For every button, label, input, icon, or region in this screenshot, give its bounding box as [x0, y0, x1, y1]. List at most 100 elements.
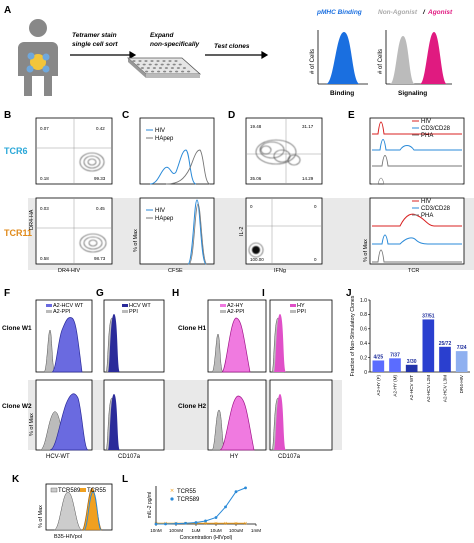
l-point-tcr589 [164, 522, 167, 526]
panel-label-f: F [4, 288, 10, 299]
hist-binding [317, 30, 368, 85]
l-point-tcr55: × [194, 521, 198, 527]
b-bot-q-bl: 0.58 [40, 256, 49, 261]
agonist-peak [420, 32, 447, 84]
flow-plot-d-top [245, 117, 323, 185]
clone-w1-label: Clone W1 [2, 325, 32, 332]
hist-f-top [35, 299, 93, 373]
clone-h2-label: Clone H2 [178, 403, 207, 410]
plate-well [152, 67, 156, 69]
e-bot-legend-pha: PHA [421, 213, 433, 219]
j-category-label: A2-HY (F) [376, 375, 381, 396]
plate-well [140, 67, 144, 69]
b-top-q-bl: 0.18 [40, 176, 49, 181]
flow-plot-b-top [35, 117, 113, 185]
j-bar-label: 7/37 [390, 352, 400, 358]
j-y-tick-label: 1.0 [360, 298, 367, 304]
hist-e-bottom [369, 197, 465, 265]
j-category-label: DR4-HIV [459, 374, 464, 393]
plate-well [132, 60, 136, 62]
f-xlabel: HCV-WT [46, 454, 70, 460]
i-xlabel: CD107a [278, 454, 301, 460]
l-legend-tcr55: TCR55 [177, 489, 197, 495]
l-x-tick-label: 1uM [192, 528, 201, 533]
l-point-tcr589 [174, 522, 178, 526]
d-top-q-bl: 35.06 [250, 176, 262, 181]
d-bot-q-tr: 0 [314, 204, 317, 209]
h-legend-hy: A2-HY [227, 303, 244, 309]
j-bar [439, 346, 451, 372]
panel-label-h: H [172, 288, 179, 299]
step1-line2: single cell sort [72, 41, 118, 48]
panel-label-j: J [346, 288, 352, 299]
j-bar-label: 25/72 [439, 341, 452, 347]
row-label-tcr6: TCR6 [4, 146, 28, 156]
hist1-title: pMHC Binding [316, 9, 362, 16]
j-y-tick-label: 0.6 [360, 327, 367, 333]
f-legend-ppi: A2-PPI [53, 309, 71, 315]
hist1-xlabel: Binding [330, 90, 354, 97]
plate-well [163, 70, 167, 73]
e-xlabel: TCR [408, 268, 419, 274]
plate-well [136, 63, 140, 66]
l-ylabel: mIL-2 pg/ml [147, 492, 153, 518]
plate-well [144, 60, 148, 62]
plate-well [168, 60, 172, 62]
c-xlabel: CFSE [168, 268, 183, 274]
legend-swatch [50, 487, 58, 493]
i-legend-ppi: PPI [297, 309, 306, 315]
plate-well [164, 67, 168, 69]
j-ylabel: Fraction of Non-Stimulatory Clones [350, 295, 356, 376]
hist-h-bottom [207, 379, 267, 451]
h-xlabel: HY [230, 454, 238, 460]
l-x-tick-label: 100nM [169, 528, 183, 533]
flow-plot-d-bottom [245, 197, 323, 265]
j-y-tick-label: 0.4 [360, 341, 367, 347]
plate-well [160, 63, 164, 66]
legend-swatch: × [170, 488, 175, 494]
clone-h1-label: Clone H1 [178, 325, 207, 332]
hist2-title-right: Agonist [427, 9, 453, 16]
legend-swatch [220, 304, 226, 307]
l-point-tcr589 [204, 519, 207, 523]
plate-well [187, 70, 191, 73]
plate-well [162, 60, 166, 62]
legend-swatch [122, 310, 128, 313]
hist1-ylabel: # of Cells [310, 49, 316, 74]
plate-well [175, 70, 179, 73]
l-x-tick-label: 1mM [251, 528, 261, 533]
k-legend-tcr589: TCR589 [58, 488, 81, 494]
plate-well [182, 67, 186, 69]
hist2-ylabel: # of Cells [378, 49, 384, 74]
step2-line1: Expand [150, 32, 175, 39]
panel-label-b: B [4, 110, 11, 121]
hist2-title-sep: / [422, 9, 426, 16]
b-bot-q-tl: 0.03 [40, 206, 49, 211]
c-ylabel: % of Max [133, 229, 139, 252]
l-point-tcr55: × [243, 521, 247, 527]
hist-e-top [369, 117, 465, 185]
hist-h-top [207, 299, 267, 373]
l-point-tcr55: × [223, 521, 227, 527]
j-bar-label: 3/30 [407, 359, 417, 365]
plate-well [172, 63, 176, 66]
legend-swatch [46, 304, 52, 307]
bar-chart-j: 0 0.2 0.4 0.6 0.8 1.0 4/25 A2-HY (F) 7/37 A2-HY (… [350, 295, 470, 402]
f-ylabel: % of Max [29, 413, 35, 436]
hist-g-bottom [103, 379, 165, 451]
e-bot-legend-cd3: CD3/CD28 [421, 206, 451, 212]
panel-label-c: C [122, 110, 129, 121]
l-x-tick-label: 100uM [229, 528, 243, 533]
l-x-tick-label: 10uM [210, 528, 222, 533]
j-y-tick-label: 0.2 [360, 355, 367, 361]
l-xlabel: Concentration (HIVpol) [180, 535, 233, 541]
l-point-tcr589 [234, 490, 238, 494]
l-legend-tcr589: TCR589 [177, 497, 200, 503]
panel-label-l: L [122, 474, 128, 485]
b-ylabel: DR4-HA [29, 209, 35, 230]
hist-f-bottom [35, 379, 93, 451]
plate-well [174, 60, 178, 62]
plate-well [181, 70, 185, 73]
c-top-legend-hiv: HIV [155, 128, 165, 134]
